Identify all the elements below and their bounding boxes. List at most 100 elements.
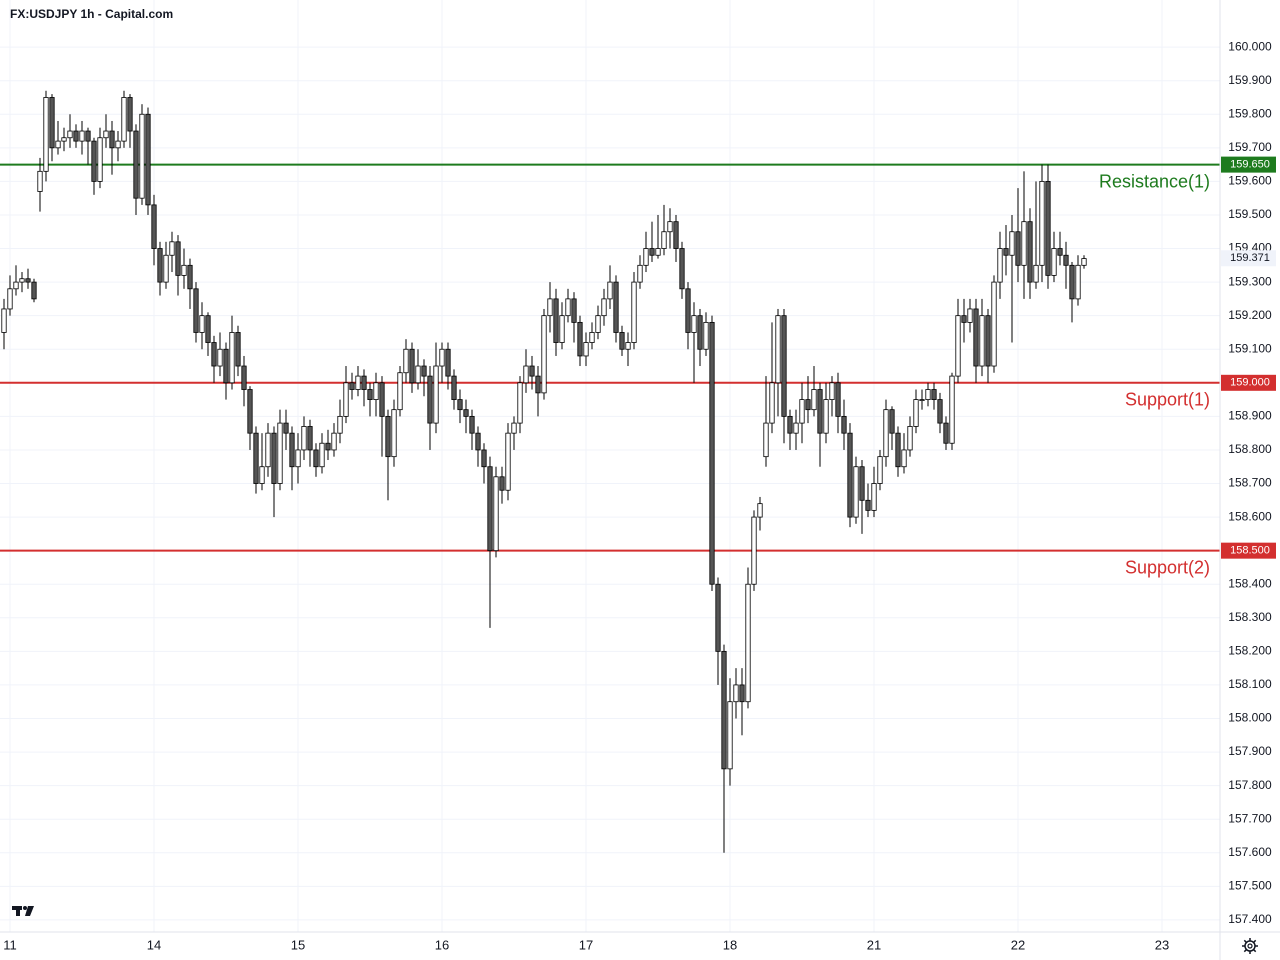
candle-body [985, 315, 991, 367]
candle-body [421, 365, 427, 377]
candle-body [931, 389, 937, 400]
candle-body [19, 278, 25, 283]
candle-body [949, 375, 955, 444]
candle-body [145, 113, 151, 206]
candle-body [457, 399, 463, 411]
candle-body [445, 348, 451, 377]
candle-body [367, 389, 373, 400]
candle-body [685, 288, 691, 333]
candle-body [337, 415, 343, 434]
y-tick-label: 158.900 [1228, 409, 1272, 423]
candle-body [1009, 231, 1015, 256]
candle-body [427, 375, 433, 424]
candle-body [535, 375, 541, 394]
candle-body [385, 415, 391, 458]
candle-body [211, 342, 217, 367]
candle-body [1075, 264, 1081, 300]
candle-body [697, 315, 703, 350]
x-tick-label: 17 [579, 937, 593, 952]
candle-body [415, 365, 421, 384]
candle-body [307, 426, 313, 451]
candle-body [655, 248, 661, 256]
candles [1, 90, 1087, 853]
candle-body [235, 332, 241, 367]
candle-body [811, 389, 817, 411]
candle-body [511, 422, 517, 434]
candle-body [169, 241, 175, 256]
last-price-label: 159.371 [1230, 252, 1270, 264]
y-tick-label: 159.200 [1228, 308, 1272, 322]
y-tick-label: 159.800 [1228, 106, 1272, 120]
y-tick-label: 158.100 [1228, 677, 1272, 691]
candle-body [955, 315, 961, 377]
candle-body [319, 442, 325, 468]
candle-body [355, 375, 361, 390]
candle-body [103, 130, 109, 139]
candle-body [679, 248, 685, 290]
candle-body [595, 315, 601, 333]
y-tick-label: 157.500 [1228, 879, 1272, 893]
candle-body [247, 389, 253, 434]
candle-body [157, 248, 163, 283]
y-tick-label: 157.400 [1228, 912, 1272, 926]
candle-body [391, 409, 397, 458]
candle-body [607, 281, 613, 300]
candle-body [265, 432, 271, 468]
level-label: Support(1) [1125, 390, 1210, 410]
y-tick-label: 158.400 [1228, 576, 1272, 590]
x-tick-label: 16 [435, 937, 449, 952]
candle-body [193, 288, 199, 333]
candle-body [583, 342, 589, 357]
candle-body [841, 415, 847, 434]
candle-body [499, 476, 505, 491]
candle-body [913, 399, 919, 427]
candle-body [613, 281, 619, 333]
candle-body [187, 264, 193, 290]
y-tick-label: 158.800 [1228, 442, 1272, 456]
candle-body [1069, 264, 1075, 300]
candle-body [259, 466, 265, 484]
y-tick-label: 159.600 [1228, 174, 1272, 188]
y-tick-label: 159.900 [1228, 73, 1272, 87]
candle-body [301, 426, 307, 451]
candle-body [85, 130, 91, 142]
candle-body [505, 432, 511, 491]
y-tick-label: 159.100 [1228, 341, 1272, 355]
candle-body [1081, 258, 1087, 266]
candle-body [883, 409, 889, 458]
candle-body [907, 426, 913, 451]
candle-body [487, 466, 493, 552]
candle-body [79, 130, 85, 142]
candle-body [481, 449, 487, 468]
candle-body [859, 466, 865, 501]
candle-body [565, 298, 571, 317]
candle-body [817, 389, 823, 434]
candle-body [1063, 254, 1069, 266]
candle-body [619, 332, 625, 350]
candle-body [433, 365, 439, 424]
last-price-badge [1221, 250, 1276, 267]
candle-body [1051, 248, 1057, 276]
candle-body [349, 382, 355, 390]
y-tick-label: 159.500 [1228, 207, 1272, 221]
y-tick-label: 160.000 [1228, 39, 1272, 53]
candle-body [97, 137, 103, 182]
candle-body [121, 97, 127, 142]
settings-icon[interactable] [1242, 938, 1258, 954]
candle-body [283, 422, 289, 434]
candle-body [835, 382, 841, 417]
candle-body [937, 399, 943, 424]
candle-body [163, 254, 169, 283]
price-badge-label: 159.650 [1230, 159, 1270, 171]
candle-body [403, 348, 409, 374]
candle-body [775, 315, 781, 384]
y-tick-label: 158.300 [1228, 610, 1272, 624]
candle-body [1015, 231, 1021, 266]
candle-body [715, 583, 721, 652]
y-tick-label: 159.300 [1228, 274, 1272, 288]
candle-body [553, 298, 559, 343]
price-badge [1221, 542, 1276, 559]
candle-body [1033, 264, 1039, 283]
candle-body [997, 248, 1003, 283]
candle-body [649, 248, 655, 256]
